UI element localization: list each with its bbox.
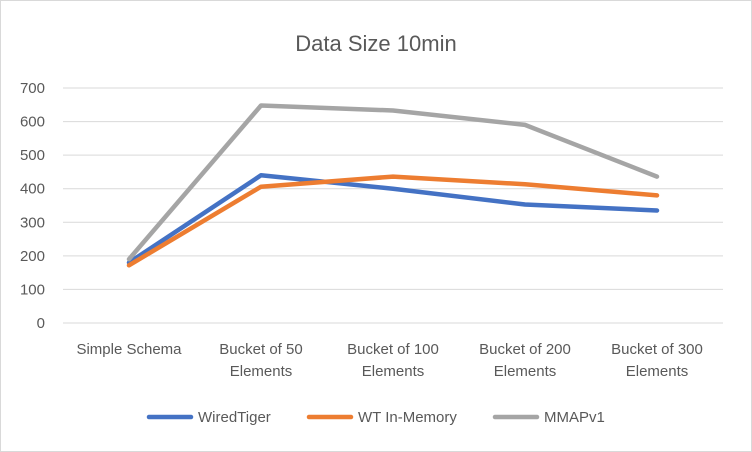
y-tick-label: 700 bbox=[20, 80, 45, 97]
gridlines bbox=[63, 87, 723, 324]
x-tick-label-line: Elements bbox=[230, 363, 293, 380]
x-axis-ticks: Simple Schema Bucket of 50 ElementsBucket … bbox=[76, 341, 702, 380]
x-tick-label: Bucket of 50 Elements bbox=[219, 341, 302, 380]
x-tick-label-line: Bucket of 300 bbox=[611, 341, 703, 358]
legend: WiredTiger WT In-Memory MMAPv1 bbox=[146, 409, 605, 426]
legend-label: WiredTiger bbox=[198, 409, 271, 426]
chart-title: Data Size 10min bbox=[295, 31, 456, 56]
y-axis-ticks: 0 100 200 300 400 500 600 700 bbox=[20, 80, 45, 332]
x-tick-label: Simple Schema bbox=[76, 341, 182, 358]
x-tick-label: Bucket of 300 Elements bbox=[611, 341, 703, 380]
x-tick-label-line: Bucket of 50 bbox=[219, 341, 302, 358]
y-tick-label: 300 bbox=[20, 214, 45, 231]
x-tick-label-line: Simple Schema bbox=[76, 341, 182, 358]
y-tick-label: 600 bbox=[20, 114, 45, 131]
x-tick-label: Bucket of 200 Elements bbox=[479, 341, 571, 380]
series-line-2 bbox=[126, 103, 660, 262]
legend-label: WT In-Memory bbox=[358, 409, 457, 426]
x-tick-label-line: Bucket of 200 bbox=[479, 341, 571, 358]
x-tick-label-line: Elements bbox=[362, 363, 425, 380]
x-tick-label-line: Elements bbox=[626, 363, 689, 380]
x-tick-label-line: Elements bbox=[494, 363, 557, 380]
y-tick-label: 200 bbox=[20, 248, 45, 265]
x-tick-label-line: Bucket of 100 bbox=[347, 341, 439, 358]
legend-label: MMAPv1 bbox=[544, 409, 605, 426]
y-tick-label: 100 bbox=[20, 281, 45, 298]
y-tick-label: 400 bbox=[20, 181, 45, 198]
y-tick-label: 500 bbox=[20, 147, 45, 164]
x-tick-label: Bucket of 100 Elements bbox=[347, 341, 439, 380]
y-tick-label: 0 bbox=[37, 315, 45, 332]
series-lines bbox=[126, 103, 660, 268]
